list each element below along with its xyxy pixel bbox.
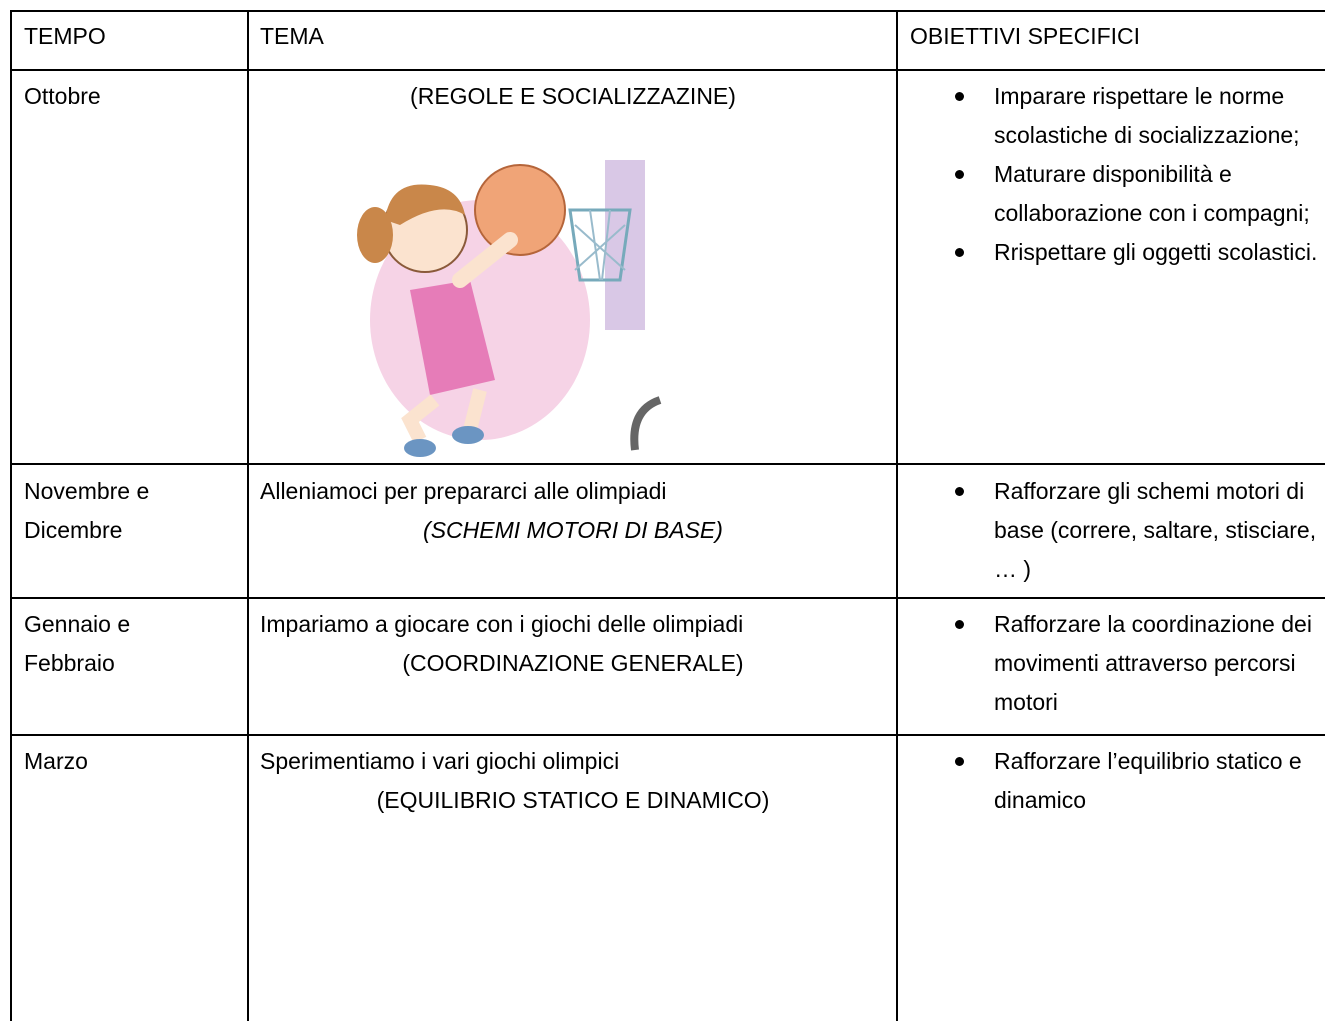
tema: Sperimentiamo i vari giochi olimpici	[260, 748, 620, 774]
bullet: Rafforzare l’equilibrio statico e dinami…	[950, 742, 1322, 820]
bullet-list: Imparare rispettare le norme scolastiche…	[950, 77, 1322, 272]
bullet: Maturare disponibilità e collaborazione …	[950, 155, 1322, 233]
bullet: Rrispettare gli oggetti scolastici.	[950, 233, 1322, 272]
header-cell: OBIETTIVI SPECIFICI	[910, 23, 1141, 49]
border	[10, 597, 1325, 599]
tema: (COORDINAZIONE GENERALE)	[402, 650, 744, 676]
bullet: Rafforzare la coordinazione dei moviment…	[950, 605, 1322, 722]
bullet-list: Rafforzare l’equilibrio statico e dinami…	[950, 742, 1322, 820]
tempo: Gennaio e Febbraio	[24, 611, 131, 676]
tempo: Ottobre	[24, 83, 101, 109]
obiettivi: Rafforzare l’equilibrio statico e dinami…	[950, 742, 1322, 820]
bullet-list: Rafforzare gli schemi motori di base (co…	[950, 472, 1322, 589]
border	[10, 69, 1325, 71]
illustration	[357, 160, 662, 457]
border	[247, 10, 249, 1021]
header-cell: TEMA	[260, 23, 324, 49]
tema: (EQUILIBRIO STATICO E DINAMICO)	[376, 787, 770, 813]
tema: (SCHEMI MOTORI DI BASE)	[423, 517, 723, 543]
bullet: Imparare rispettare le norme scolastiche…	[950, 77, 1322, 155]
bullet: Rafforzare gli schemi motori di base (co…	[950, 472, 1322, 589]
obiettivi: Rafforzare la coordinazione dei moviment…	[950, 605, 1322, 722]
border	[896, 10, 898, 1021]
bullet-list: Rafforzare la coordinazione dei moviment…	[950, 605, 1322, 722]
tema: Impariamo a giocare con i giochi delle o…	[260, 611, 744, 637]
header-cell: TEMPO	[24, 23, 106, 49]
border	[10, 10, 12, 1021]
border	[10, 734, 1325, 736]
border	[10, 10, 1325, 12]
tempo: Novembre e Dicembre	[24, 478, 150, 543]
border	[10, 463, 1325, 465]
tema: (REGOLE E SOCIALIZZAZINE)	[410, 83, 736, 109]
obiettivi: Imparare rispettare le norme scolastiche…	[950, 77, 1322, 272]
tempo: Marzo	[24, 748, 88, 774]
tema: Alleniamoci per prepararci alle olimpiad…	[260, 478, 667, 504]
obiettivi: Rafforzare gli schemi motori di base (co…	[950, 472, 1322, 589]
